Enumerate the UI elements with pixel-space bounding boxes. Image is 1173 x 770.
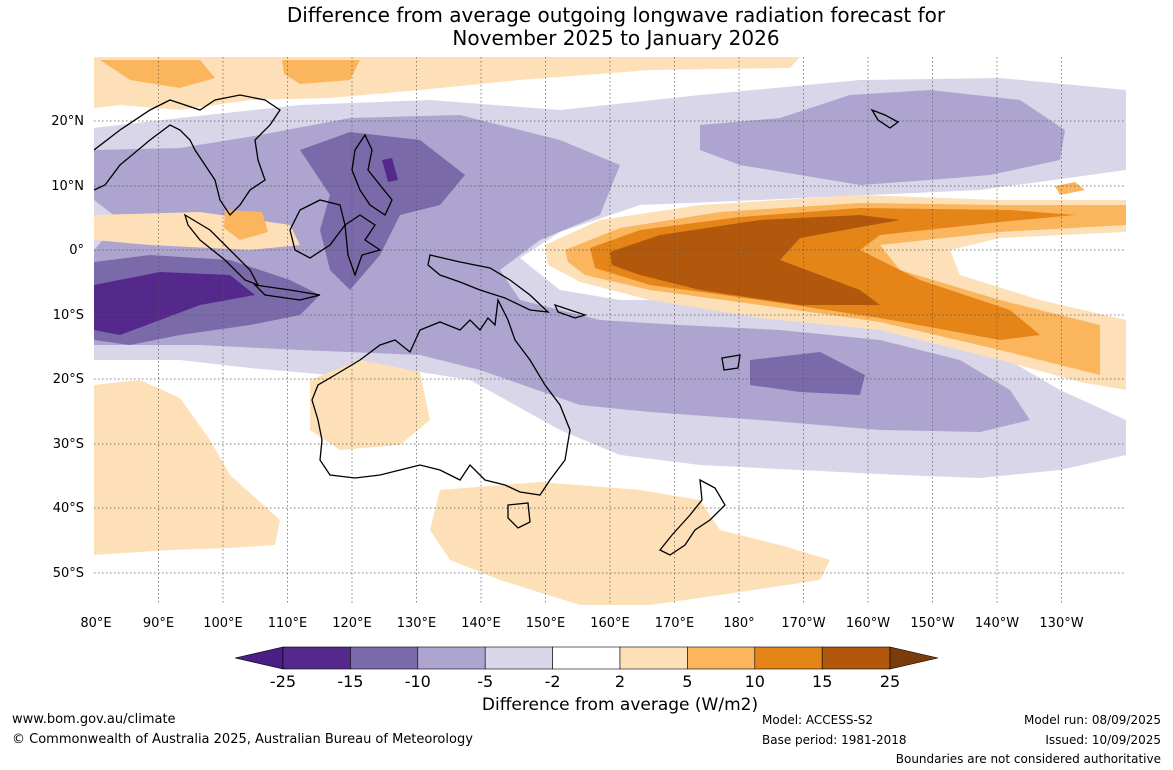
sumatra-coastline — [183, 213, 260, 287]
anomaly-region-australia-positive — [310, 360, 430, 450]
title-line-1: Difference from average outgoing longwav… — [286, 3, 946, 27]
lat-label: 30°S — [53, 437, 84, 452]
map-figure: 20°N 10°N 0° 10°S 20°S 30°S 40°S 50°S 80… — [51, 57, 1126, 690]
lat-label: 20°S — [53, 372, 84, 387]
anomaly-region-sumatra-positive — [224, 210, 268, 240]
lat-label: 0° — [69, 243, 84, 258]
colorbar-segment — [552, 646, 621, 670]
colorbar — [234, 646, 939, 670]
lon-label: 140°E — [461, 616, 501, 631]
lon-label: 180° — [723, 616, 754, 631]
lon-label: 80°E — [80, 616, 111, 631]
lat-label: 50°S — [53, 566, 84, 581]
gridlines — [94, 57, 1126, 605]
lon-label: 100°E — [203, 616, 243, 631]
anomaly-region-indian-ocean-extreme-negative — [94, 272, 255, 335]
philippines-coastline — [351, 133, 393, 216]
colorbar-title: Difference from average (W/m2) — [481, 695, 759, 715]
lat-label: 20°N — [51, 114, 84, 129]
coastlines — [94, 94, 900, 556]
lat-label: 10°N — [51, 179, 84, 194]
anomaly-region-philippines-strong-negative — [300, 132, 465, 290]
colorbar-segment — [417, 646, 486, 670]
colorbar-segment — [350, 646, 419, 670]
anomaly-region-southern-ocean-positive — [430, 482, 830, 605]
base-period-text: Base period: 1981-2018 — [762, 733, 907, 747]
lon-label: 170°W — [781, 616, 825, 631]
colorbar-tick-label: 5 — [682, 672, 692, 690]
colorbar-tick-label: -2 — [545, 672, 561, 690]
colorbar-max-extension — [889, 646, 939, 670]
colorbar-tick-label: -15 — [337, 672, 363, 690]
model-text: Model: ACCESS-S2 — [762, 713, 874, 727]
new-guinea-coastline — [427, 254, 550, 313]
lon-label: 90°E — [143, 616, 174, 631]
colorbar-tick-label: -5 — [477, 672, 493, 690]
website-link[interactable]: www.bom.gov.au/climate — [12, 712, 176, 727]
lon-label: 160°E — [590, 616, 630, 631]
australia-coastline — [311, 297, 571, 496]
anomaly-region-north-positive-strong — [282, 60, 360, 84]
tasmania-coastline — [507, 502, 531, 529]
colorbar-min-extension — [234, 646, 284, 670]
asia-mainland-coastline — [94, 94, 281, 217]
solomon-islands-coastline — [553, 303, 588, 319]
colorbar-tick-label: 2 — [615, 672, 625, 690]
colorbar-segment — [282, 646, 351, 670]
colorbar-tick-label: -25 — [270, 672, 296, 690]
lon-label: 140°W — [975, 616, 1019, 631]
lat-label: 40°S — [53, 501, 84, 516]
colorbar-segment — [754, 646, 823, 670]
colorbar-ticks: -25 -15 -10 -5 -2 2 5 10 15 25 — [270, 672, 900, 690]
disclaimer-text: Boundaries are not considered authoritat… — [895, 752, 1161, 766]
longitude-labels: 80°E 90°E 100°E 110°E 120°E 130°E 140°E … — [80, 616, 1083, 631]
lon-label: 150°E — [526, 616, 566, 631]
fiji-coastline — [721, 354, 741, 371]
colorbar-tick-label: -10 — [405, 672, 431, 690]
new-zealand-coastline — [658, 478, 726, 556]
lat-label: 10°S — [53, 308, 84, 323]
lon-label: 170°E — [655, 616, 695, 631]
java-coastline — [253, 284, 321, 301]
lon-label: 130°W — [1039, 616, 1083, 631]
lon-label: 120°E — [332, 616, 372, 631]
colorbar-segment — [484, 646, 553, 670]
anomaly-region-hawaii-negative — [700, 90, 1065, 185]
anomaly-region-fiji-strong-negative — [750, 352, 865, 395]
sulawesi-coastline — [344, 214, 382, 277]
hawaii-coastline — [870, 108, 900, 129]
colorbar-tick-label: 15 — [812, 672, 832, 690]
lon-label: 110°E — [268, 616, 308, 631]
copyright-text: © Commonwealth of Australia 2025, Austra… — [12, 732, 473, 747]
colorbar-segment — [687, 646, 756, 670]
lon-label: 160°W — [846, 616, 890, 631]
lon-label: 150°W — [910, 616, 954, 631]
colorbar-tick-label: 10 — [745, 672, 765, 690]
anomaly-region-north-positive — [94, 57, 800, 110]
anomaly-region-maritime-continent-negative — [94, 115, 1030, 432]
latitude-labels: 20°N 10°N 0° 10°S 20°S 30°S 40°S 50°S — [51, 114, 84, 581]
anomaly-region-philippines-extreme-negative — [382, 158, 398, 182]
anomaly-region-china-positive — [100, 60, 215, 88]
colorbar-segment — [619, 646, 688, 670]
anomaly-field — [94, 57, 1126, 605]
colorbar-segment — [821, 646, 891, 670]
anomaly-region-south-indian-positive — [94, 380, 280, 555]
model-run-text: Model run: 08/09/2025 — [1023, 713, 1161, 727]
colorbar-tick-label: 25 — [880, 672, 900, 690]
title-line-2: November 2025 to January 2026 — [452, 26, 780, 50]
lon-label: 130°E — [397, 616, 437, 631]
anomaly-region-equatorial-pacific-extreme-positive — [610, 215, 900, 305]
map-title: Difference from average outgoing longwav… — [0, 4, 1173, 50]
issued-text: Issued: 10/09/2025 — [1045, 733, 1161, 747]
anomaly-region-small-positive — [1055, 182, 1085, 195]
